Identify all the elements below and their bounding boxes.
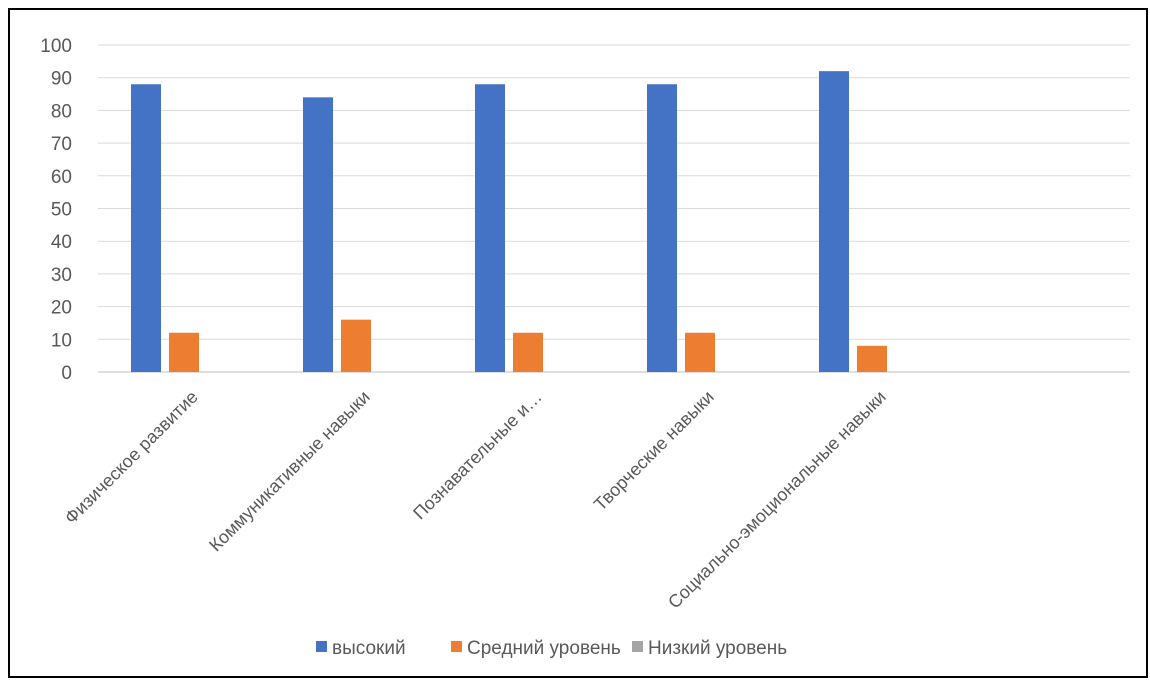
bar-medium [685, 332, 715, 372]
bars [131, 71, 887, 373]
x-tick-label: Физическое развитие [61, 387, 202, 528]
legend-swatch [451, 641, 462, 652]
bar-high [303, 97, 333, 372]
y-tick-label: 60 [51, 167, 72, 188]
y-axis: 0 10 20 30 40 50 60 70 80 90 100 [40, 36, 72, 384]
y-tick-label: 100 [40, 36, 72, 57]
y-tick-label: 80 [51, 101, 72, 122]
x-axis: Физическое развитие Коммуникативные навык… [61, 387, 890, 613]
x-tick-label: Коммуникативные навыки [205, 387, 374, 556]
legend-item: Низкий уровень [632, 638, 787, 659]
y-tick-label: 10 [51, 330, 72, 351]
x-tick-label: Познавательные и… [409, 387, 546, 524]
legend-label: Низкий уровень [648, 638, 787, 659]
bar-chart: 0 10 20 30 40 50 60 70 80 90 100 Физическое развит… [40, 36, 1130, 659]
y-tick-label: 40 [51, 232, 72, 253]
legend-label: высокий [332, 638, 406, 659]
bar-high [647, 84, 677, 373]
legend: высокий Средний уровень Низкий уровень [316, 638, 787, 659]
y-tick-label: 0 [61, 363, 72, 384]
y-tick-label: 90 [51, 69, 72, 90]
legend-swatch [316, 641, 327, 652]
bar-high [475, 84, 505, 373]
y-tick-label: 30 [51, 265, 72, 286]
legend-label: Средний уровень [467, 638, 621, 659]
y-tick-label: 50 [51, 200, 72, 221]
chart-frame: 0 10 20 30 40 50 60 70 80 90 100 Физическое развит… [8, 8, 1148, 678]
bar-medium [169, 332, 199, 372]
legend-item: высокий [316, 638, 406, 659]
bar-high [819, 71, 849, 372]
y-tick-label: 70 [51, 134, 72, 155]
bar-medium [513, 332, 543, 372]
bar-high [131, 84, 161, 373]
gridlines [98, 44, 1130, 373]
legend-item: Средний уровень [451, 638, 621, 659]
bar-medium [341, 319, 371, 372]
y-tick-label: 20 [51, 298, 72, 319]
x-tick-label: Творческие навыки [590, 387, 718, 515]
legend-swatch [632, 641, 643, 652]
bar-medium [857, 345, 887, 372]
